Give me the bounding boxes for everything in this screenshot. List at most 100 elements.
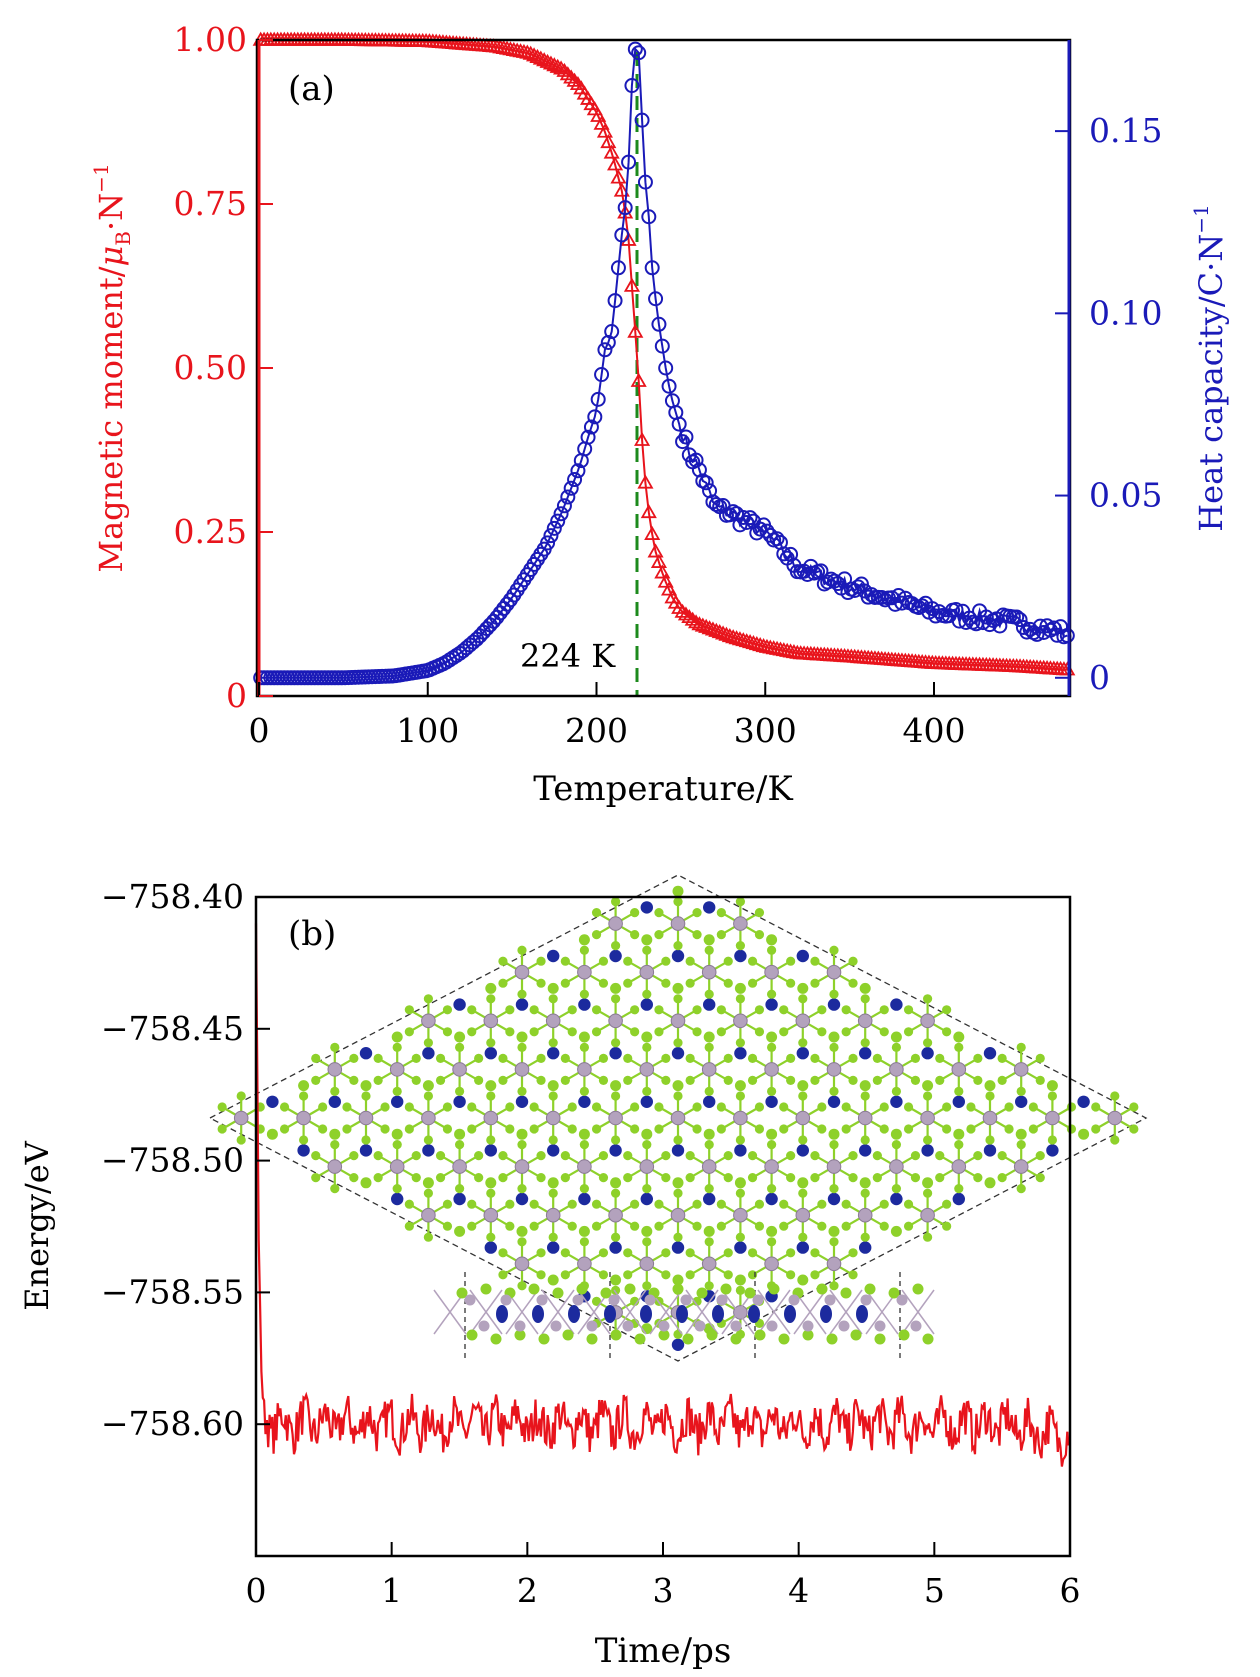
inset-atom-green: [872, 1075, 882, 1085]
inset-atom-green: [591, 1005, 602, 1015]
inset-atom-green: [579, 945, 590, 955]
inset-atom-green: [529, 1102, 539, 1112]
inset-atom-green: [716, 1005, 726, 1015]
inset-atom-green: [661, 1270, 671, 1280]
inset-atom-blue: [671, 1144, 685, 1157]
inset-atom-blue: [890, 1192, 903, 1206]
inset-atom-green: [997, 1173, 1007, 1183]
magnetic-moment-point: [674, 603, 691, 618]
inset-atom-green: [935, 1075, 945, 1085]
inset-atom-green: [766, 1128, 778, 1140]
inset-atom-green: [942, 1027, 952, 1037]
inset-atom-green: [654, 1199, 664, 1209]
inset-atom-green: [236, 1091, 246, 1101]
inset-atom-green: [548, 1188, 558, 1198]
inset-atom-green: [779, 1124, 789, 1134]
heat-capacity-point: [553, 506, 569, 522]
inset-atom-blue: [453, 998, 466, 1011]
inset-atom-green: [704, 1237, 714, 1247]
magnetic-moment-point: [735, 632, 752, 647]
inset-atom-purple: [639, 964, 655, 980]
magnetic-moment-point: [613, 182, 630, 197]
inset-atom-green: [579, 1184, 590, 1194]
inset-atom-green: [547, 1177, 559, 1189]
inset-atom-green: [673, 994, 683, 1004]
inset-atom-green: [610, 1177, 622, 1189]
inset-side-bond: [649, 1289, 683, 1335]
inset-atom-green: [404, 1221, 414, 1231]
inset-atom-green: [517, 1281, 527, 1291]
inset-atom-purple: [920, 1110, 935, 1126]
inset-atom-blue: [765, 998, 778, 1011]
heat-capacity-point: [661, 378, 677, 394]
magnetic-moment-point: [708, 622, 725, 637]
inset-atom-green: [954, 1086, 964, 1096]
inset-atom-green: [486, 994, 496, 1004]
inset-side-atom-purple: [550, 1320, 562, 1332]
inset-atom-blue: [1015, 1095, 1028, 1109]
inset-atom-green: [311, 1053, 321, 1063]
inset-atom-purple: [857, 1013, 873, 1029]
inset-side-bond: [829, 1289, 863, 1335]
inset-atom-green: [373, 1151, 383, 1161]
inset-atom-green: [879, 1199, 889, 1209]
inset-atom-green: [767, 945, 777, 955]
inset-atom-green: [505, 1102, 515, 1112]
inset-atom-purple: [1013, 1159, 1029, 1174]
inset-side-atom-green: [586, 1333, 598, 1345]
inset-atom-green: [798, 1232, 808, 1242]
inset-atom-green: [872, 1173, 882, 1183]
inset-atom-green: [474, 1151, 484, 1161]
inset-atom-green: [716, 908, 726, 918]
inset-atom-green: [859, 1177, 871, 1189]
heat-capacity-point: [698, 475, 714, 491]
inset-side-atom-green: [768, 1283, 780, 1295]
inset-atom-green: [642, 1086, 652, 1096]
heat-capacity-point: [590, 391, 606, 407]
inset-atom-green: [985, 1135, 995, 1145]
inset-atom-purple: [857, 1110, 873, 1126]
heat-capacity-point: [837, 571, 853, 587]
inset-atom-green: [1129, 1124, 1139, 1134]
inset-atom-green: [642, 1237, 652, 1247]
inset-side-atom-green: [802, 1329, 814, 1341]
inset-atom-green: [578, 1225, 590, 1237]
inset-atom-green: [610, 1274, 622, 1286]
heat-capacity-point: [688, 452, 704, 468]
inset-side-atom-blue: [640, 1305, 652, 1323]
inset-atom-green: [716, 1199, 726, 1209]
inset-side-atom-purple: [896, 1294, 908, 1306]
inset-atom-blue: [827, 1192, 841, 1206]
inset-side-atom-blue: [604, 1305, 616, 1323]
inset-side-atom-green: [600, 1287, 612, 1299]
inset-atom-green: [672, 1177, 684, 1189]
inset-atom-blue: [703, 1095, 716, 1109]
inset-atom-green: [860, 994, 870, 1004]
inset-atom-blue: [671, 1338, 685, 1352]
inset-atom-green: [672, 1274, 684, 1286]
inset-atom-blue: [859, 1047, 872, 1060]
inset-atom-purple: [545, 1207, 561, 1223]
inset-side-bond: [757, 1289, 791, 1335]
inset-side-bond: [505, 1289, 539, 1335]
inset-atom-green: [422, 1177, 434, 1189]
inset-atom-purple: [421, 1013, 436, 1029]
inset-atom-green: [598, 1053, 609, 1063]
inset-atom-green: [442, 1124, 453, 1134]
inset-atom-green: [1091, 1124, 1101, 1134]
inset-side-bond: [469, 1289, 503, 1335]
heat-capacity-point: [570, 463, 586, 479]
inset-atom-green: [610, 1080, 622, 1092]
inset-atom-purple: [920, 1013, 935, 1029]
inset-atom-green: [903, 1102, 914, 1112]
panel-a-label: (a): [288, 69, 335, 109]
inset-atom-green: [879, 1221, 889, 1231]
inset-atom-green: [703, 1031, 715, 1043]
inset-atom-green: [642, 1042, 652, 1052]
inset-atom-purple: [826, 1159, 842, 1174]
inset-atom-green: [754, 1005, 765, 1015]
inset-atom-green: [786, 956, 796, 966]
inset-atom-green: [505, 1027, 515, 1037]
inset-atom-green: [848, 1173, 858, 1183]
inset-atom-green: [342, 1124, 352, 1134]
